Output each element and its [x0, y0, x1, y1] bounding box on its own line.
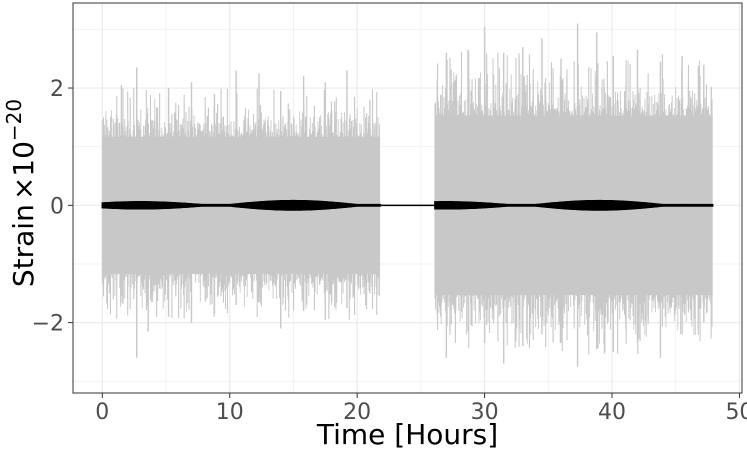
y-tick-label: −2 [32, 312, 64, 337]
x-tick-label: 50 [725, 400, 747, 425]
signal-envelope [101, 199, 381, 211]
y-axis-title: Strain ×10−20 [2, 99, 40, 287]
x-axis-ticks: 0 10 20 30 40 50 [95, 393, 747, 425]
x-tick-label: 20 [343, 400, 371, 425]
y-tick-label: 2 [50, 77, 64, 102]
y-axis-ticks: −2 0 2 [32, 77, 73, 337]
signal-envelope [434, 199, 714, 211]
plot-panel-border [72, 2, 743, 394]
y-axis-title-text: Strain [7, 204, 40, 287]
x-axis-title: Time [Hours] [316, 418, 498, 451]
x-tick-label: 10 [216, 400, 244, 425]
y-tick-label: 0 [50, 194, 64, 219]
signal-series [101, 199, 714, 211]
x-tick-label: 0 [95, 400, 109, 425]
x-tick-label: 40 [598, 400, 626, 425]
x-tick-label: 30 [471, 400, 499, 425]
y-axis-title-multiplier: ×10 [7, 141, 40, 200]
y-axis-title-exponent: −20 [2, 99, 26, 141]
